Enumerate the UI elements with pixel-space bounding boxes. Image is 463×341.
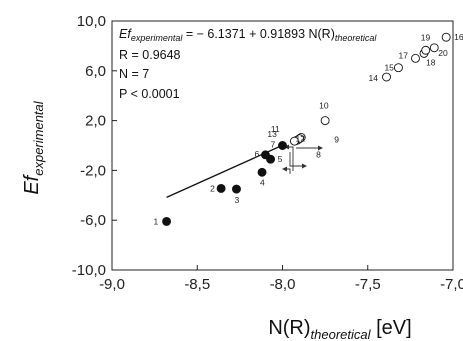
point-label-15: 15	[384, 63, 394, 73]
x-tick-label: -9,0	[99, 276, 125, 293]
data-point-2	[216, 184, 226, 193]
data-point-13	[289, 136, 299, 146]
p-value: P < 0.0001	[119, 87, 180, 101]
callout-arrow-13	[287, 168, 291, 174]
x-axis-title-unit: [eV]	[371, 317, 412, 339]
equation-lhs-main: Ef	[119, 27, 132, 41]
data-point-4	[257, 167, 267, 177]
data-point-1	[162, 216, 172, 226]
data-point-6	[261, 150, 270, 160]
x-tick-label: -7,0	[440, 276, 463, 293]
arrowhead-9	[318, 145, 323, 151]
point-label-18: 18	[426, 57, 436, 67]
point-label-11: 11	[271, 124, 280, 134]
data-points	[162, 32, 451, 226]
stats-annotation: Efexperimental = − 6.1371 + 0.91893 N(R)…	[119, 27, 377, 101]
point-label-6: 6	[254, 149, 259, 159]
point-label-10: 10	[319, 101, 329, 111]
point-label-9: 9	[334, 134, 339, 144]
data-point-7	[278, 141, 287, 150]
r-value: R = 0.9648	[119, 48, 181, 62]
x-axis: -9,0 -8,5 -8,0 -7,5 -7,0	[99, 265, 463, 293]
callout-arrow-8	[289, 152, 302, 167]
equation-rhs-sub: theoretical	[335, 33, 378, 43]
x-tick-label: -8,5	[184, 276, 210, 293]
y-tick-label: 6,0	[85, 63, 106, 80]
y-axis-title: Efexperimental	[21, 100, 46, 194]
y-axis: -10,0 -6,0 -2,0 2,0 6,0 10,0	[72, 13, 117, 279]
arrowhead-8	[302, 163, 307, 169]
data-point-14	[382, 72, 391, 82]
data-point-3	[232, 184, 241, 194]
point-label-8: 8	[316, 150, 321, 160]
x-axis-title: N(R)theoretical [eV]	[268, 317, 411, 341]
callout-arrows	[287, 146, 318, 174]
regression-equation: Efexperimental = − 6.1371 + 0.91893 N(R)…	[119, 27, 377, 43]
point-label-14: 14	[369, 73, 379, 83]
point-label-16: 16	[454, 32, 463, 42]
y-tick-label: -6,0	[80, 212, 106, 229]
data-point-20	[429, 43, 439, 53]
point-label-17: 17	[398, 50, 408, 60]
data-point-15	[393, 63, 403, 73]
point-label-20: 20	[438, 48, 448, 58]
point-label-1: 1	[154, 216, 159, 226]
x-axis-title-sub: theoretical	[311, 327, 372, 341]
point-label-19: 19	[421, 32, 431, 42]
point-label-4: 4	[260, 177, 265, 187]
point-label-7: 7	[271, 140, 276, 150]
data-point-10	[320, 116, 330, 126]
point-label-2: 2	[210, 183, 215, 193]
x-axis-title-main: N(R)	[268, 317, 310, 339]
data-point-17	[411, 53, 420, 63]
data-point-19	[421, 45, 431, 55]
point-label-3: 3	[234, 195, 239, 205]
y-tick-label: 2,0	[85, 113, 106, 130]
y-tick-label: 10,0	[77, 13, 106, 30]
y-tick-label: -2,0	[80, 162, 106, 179]
point-label-5: 5	[278, 154, 283, 164]
point-label-13: 13	[267, 129, 277, 139]
x-tick-label: -7,5	[355, 276, 381, 293]
equation-lhs-sub: experimental	[131, 33, 184, 43]
data-point-16	[441, 32, 451, 42]
y-axis-title-main: Ef	[21, 173, 43, 194]
point-label-12: 12	[296, 134, 306, 144]
callout-arrow-11	[289, 146, 294, 171]
equation-rhs: = − 6.1371 + 0.91893 N(R)	[182, 27, 335, 41]
y-axis-title-sub: experimental	[31, 100, 46, 176]
arrowhead-13	[282, 166, 287, 172]
y-tick-label: -10,0	[72, 262, 106, 279]
n-value: N = 7	[119, 67, 149, 81]
x-tick-label: -8,0	[270, 276, 296, 293]
